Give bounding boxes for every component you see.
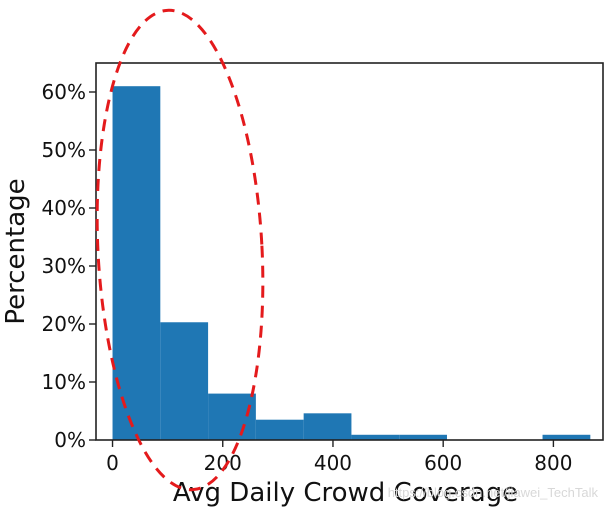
y-tick-label: 20% bbox=[42, 312, 86, 336]
histogram-bar-3 bbox=[255, 419, 304, 440]
x-tick-label: 200 bbox=[204, 451, 242, 475]
watermark: https://blog.csdn.net/jiawei_TechTalk bbox=[388, 485, 599, 500]
y-tick-label: 30% bbox=[42, 254, 86, 278]
histogram-bar-6 bbox=[399, 434, 447, 440]
y-tick-label: 60% bbox=[42, 80, 86, 104]
x-tick-label: 400 bbox=[314, 451, 352, 475]
histogram-bar-1 bbox=[160, 322, 209, 440]
y-tick-label: 10% bbox=[42, 370, 86, 394]
bars-layer bbox=[112, 86, 591, 440]
histogram-bar-9 bbox=[542, 434, 591, 440]
y-tick-label: 40% bbox=[42, 196, 86, 220]
x-tick-label: 800 bbox=[534, 451, 572, 475]
x-axis-label: Avg Daily Crowd Coverage bbox=[173, 478, 518, 508]
y-tick-label: 50% bbox=[42, 138, 86, 162]
plot-frame bbox=[95, 62, 604, 441]
highlight-ellipse bbox=[95, 8, 265, 492]
histogram-bar-5 bbox=[351, 434, 400, 440]
histogram-bar-2 bbox=[208, 393, 256, 440]
y-axis-label: Percentage bbox=[1, 178, 31, 324]
y-tick-label: 0% bbox=[54, 428, 86, 452]
histogram-bar-4 bbox=[303, 413, 352, 440]
x-tick-label: 0 bbox=[106, 451, 119, 475]
histogram-bar-0 bbox=[112, 86, 161, 440]
x-tick-label: 600 bbox=[424, 451, 462, 475]
ticks-layer: 0 200 400 600 800 0% 10% 20% 30% 40% 50% 60% bbox=[42, 80, 573, 475]
